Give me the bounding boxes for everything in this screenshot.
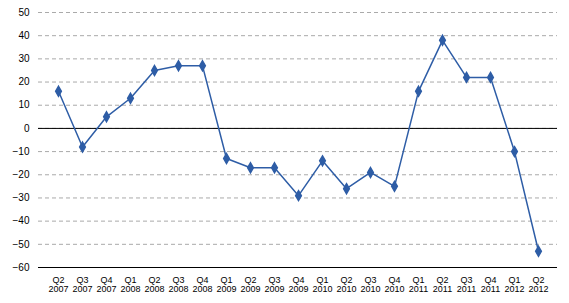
svg-text:Q32008: Q32008 — [168, 275, 188, 294]
svg-text:10: 10 — [18, 99, 30, 110]
svg-text:0: 0 — [24, 123, 30, 134]
svg-text:Q42009: Q42009 — [288, 275, 308, 294]
svg-text:Q42010: Q42010 — [384, 275, 404, 294]
svg-text:Q32009: Q32009 — [264, 275, 284, 294]
svg-text:Q22010: Q22010 — [336, 275, 356, 294]
svg-text:−50: −50 — [13, 239, 30, 250]
svg-text:−10: −10 — [13, 146, 30, 157]
svg-text:Q22009: Q22009 — [240, 275, 260, 294]
svg-text:−20: −20 — [13, 169, 30, 180]
svg-text:40: 40 — [18, 30, 30, 41]
svg-text:Q32011: Q32011 — [457, 275, 476, 294]
svg-text:Q42011: Q42011 — [481, 275, 500, 294]
svg-text:−30: −30 — [13, 192, 30, 203]
svg-text:50: 50 — [18, 7, 30, 18]
svg-text:Q22012: Q22012 — [528, 275, 548, 294]
svg-text:−60: −60 — [13, 262, 30, 273]
svg-text:−40: −40 — [13, 215, 30, 226]
svg-text:Q22007: Q22007 — [48, 275, 68, 294]
svg-text:20: 20 — [18, 76, 30, 87]
svg-text:30: 30 — [18, 53, 30, 64]
svg-text:Q12011: Q12011 — [409, 275, 428, 294]
svg-text:Q12010: Q12010 — [312, 275, 332, 294]
svg-text:Q12009: Q12009 — [216, 275, 236, 294]
svg-text:Q22011: Q22011 — [433, 275, 452, 294]
svg-text:Q42008: Q42008 — [192, 275, 212, 294]
svg-text:Q12012: Q12012 — [504, 275, 524, 294]
svg-text:Q32007: Q32007 — [72, 275, 92, 294]
svg-text:Q12008: Q12008 — [120, 275, 140, 294]
svg-text:Q22008: Q22008 — [144, 275, 164, 294]
svg-text:Q32010: Q32010 — [360, 275, 380, 294]
svg-text:Q42007: Q42007 — [96, 275, 116, 294]
